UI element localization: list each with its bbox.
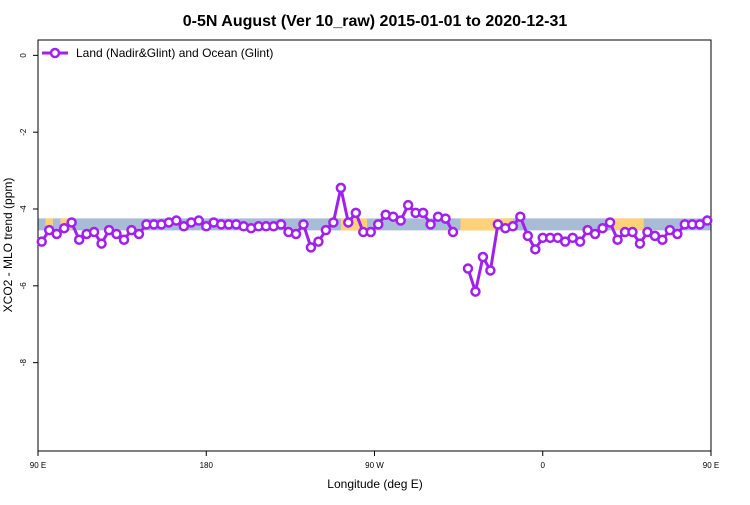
y-tick-label-2: -4 xyxy=(19,205,28,213)
data-point xyxy=(313,236,324,247)
data-point xyxy=(350,207,362,219)
data-point xyxy=(305,242,317,253)
data-point xyxy=(425,219,436,230)
data-point xyxy=(657,234,668,245)
data-point xyxy=(298,219,309,230)
x-axis-label: Longitude (deg E) xyxy=(327,477,422,491)
y-tick-label-3: -6 xyxy=(19,282,28,290)
data-point xyxy=(343,217,354,228)
data-point xyxy=(111,228,122,240)
data-point xyxy=(335,182,347,194)
data-point xyxy=(118,234,130,245)
data-point xyxy=(193,215,205,226)
data-point xyxy=(402,199,414,211)
data-point xyxy=(51,228,62,240)
data-point xyxy=(515,211,526,222)
data-point xyxy=(522,230,534,242)
data-point xyxy=(589,228,601,240)
data-point xyxy=(96,238,107,249)
chart-title: 0-5N August (Ver 10_raw) 2015-01-01 to 2… xyxy=(183,13,568,30)
data-point xyxy=(171,215,182,226)
data-point xyxy=(328,217,339,228)
data-point xyxy=(58,222,70,234)
data-point xyxy=(462,263,474,274)
data-point xyxy=(290,228,302,240)
band-highlight-0 xyxy=(45,218,53,231)
band-highlight-4 xyxy=(613,218,644,231)
data-point xyxy=(604,217,616,228)
y-axis-label: XCO2 - MLO trend (ppm) xyxy=(1,178,15,313)
series-layer xyxy=(36,182,713,297)
x-tick-label-4: 90 E xyxy=(703,461,719,470)
data-point xyxy=(634,238,646,249)
data-point xyxy=(66,217,77,228)
data-point xyxy=(365,226,377,238)
data-point xyxy=(36,236,47,247)
data-point xyxy=(530,244,541,255)
data-point xyxy=(574,236,586,247)
y-tick-label-1: -2 xyxy=(19,128,28,136)
legend: Land (Nadir&Glint) and Ocean (Glint) xyxy=(42,46,273,60)
y-tick-label-0: 0 xyxy=(19,53,28,58)
data-point xyxy=(597,222,608,234)
x-tick-label-1: 180 xyxy=(200,461,214,470)
data-point xyxy=(470,286,481,297)
data-point xyxy=(395,215,406,226)
axes: 90 E 180 90 W 0 90 E 0 -2 -4 -6 -8 xyxy=(19,39,719,470)
data-point xyxy=(612,234,623,245)
data-point xyxy=(320,224,332,236)
y-tick-label-4: -8 xyxy=(19,359,28,367)
data-point xyxy=(133,228,145,240)
data-point xyxy=(73,234,85,245)
x-tick-label-3: 0 xyxy=(541,461,546,470)
data-point xyxy=(507,221,519,232)
data-point xyxy=(417,207,429,219)
data-point xyxy=(372,219,384,230)
data-point xyxy=(702,215,713,226)
plot-frame xyxy=(37,39,712,452)
data-point xyxy=(627,226,638,238)
data-point xyxy=(447,226,459,238)
data-point xyxy=(477,251,489,263)
legend-label: Land (Nadir&Glint) and Ocean (Glint) xyxy=(76,46,273,60)
data-point xyxy=(275,219,287,230)
data-point xyxy=(672,228,683,240)
legend-marker xyxy=(49,47,61,59)
x-tick-label-0: 90 E xyxy=(30,461,46,470)
data-point xyxy=(485,265,496,276)
data-point xyxy=(88,226,100,238)
x-tick-label-2: 90 W xyxy=(365,461,384,470)
data-point xyxy=(440,213,451,224)
